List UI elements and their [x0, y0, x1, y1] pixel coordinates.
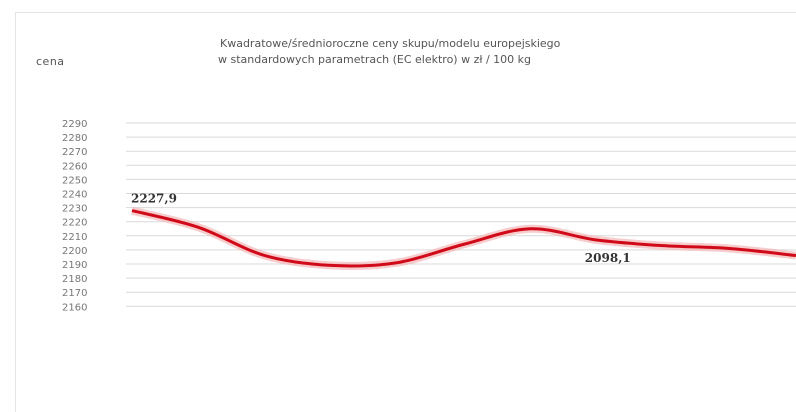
- y-tick-label: 2170: [62, 288, 87, 299]
- y-tick-label: 2210: [62, 232, 87, 243]
- y-tick-label: 2220: [62, 218, 87, 229]
- y-tick-label: 2230: [62, 204, 87, 215]
- y-tick-label: 2180: [62, 274, 87, 285]
- y-tick-label: 2200: [62, 246, 87, 257]
- series-line-glow: [132, 211, 796, 266]
- y-tick-label: 2160: [62, 302, 87, 313]
- y-tick-label: 2260: [62, 161, 87, 172]
- y-tick-label: 2270: [62, 147, 87, 158]
- data-label: 2227,9: [131, 192, 177, 206]
- y-tick-label: 2250: [62, 175, 87, 186]
- y-tick-label: 2280: [62, 133, 87, 144]
- y-tick-label: 2290: [62, 119, 87, 130]
- y-tick-label: 2190: [62, 260, 87, 271]
- data-label: 2098,1: [585, 251, 631, 265]
- y-tick-label: 2240: [62, 190, 87, 201]
